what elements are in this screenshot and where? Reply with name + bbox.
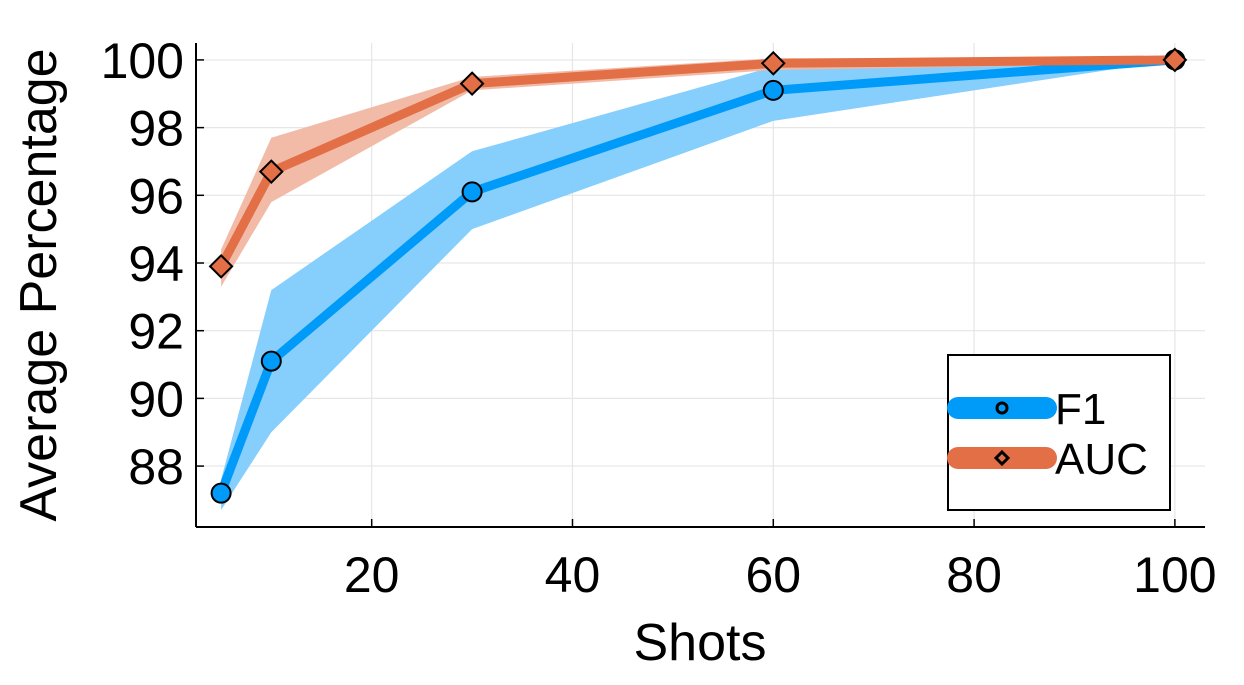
- y-tick-label: 90: [128, 371, 184, 427]
- f1-confidence-band: [221, 59, 1175, 511]
- f1-legend-label: F1: [1055, 385, 1106, 434]
- f1-data-point: [210, 482, 232, 504]
- y-tick-label: 98: [128, 101, 184, 157]
- x-tick-labels: 20 40 60 80 100: [344, 547, 1217, 603]
- f1-data-point: [260, 350, 282, 372]
- y-tick-label: 94: [128, 236, 184, 292]
- x-tick-label: 20: [344, 547, 400, 603]
- auc-legend-label: AUC: [1055, 435, 1148, 484]
- y-tick-label: 92: [128, 304, 184, 360]
- confidence-bands: [221, 58, 1175, 511]
- x-tick-label: 100: [1133, 547, 1216, 603]
- y-tick-label: 96: [128, 168, 184, 224]
- f1-legend-marker: [995, 401, 1009, 415]
- y-axis-title: Average Percentage: [10, 48, 68, 521]
- auc-legend-marker: [993, 449, 1011, 467]
- auc-data-point: [258, 159, 284, 185]
- x-axis-title: Shots: [634, 614, 767, 672]
- auc-data-point: [1162, 47, 1188, 73]
- y-tick-labels: 88 90 92 94 96 98 100: [101, 33, 184, 495]
- f1-data-point: [461, 181, 483, 203]
- y-tick-label: 100: [101, 33, 184, 89]
- y-tick-label: 88: [128, 439, 184, 495]
- series-markers: [208, 47, 1188, 504]
- auc-data-point: [760, 50, 786, 76]
- x-tick-label: 40: [545, 547, 601, 603]
- legend-box: [947, 354, 1171, 511]
- axes: [195, 43, 1205, 528]
- f1-data-point: [762, 79, 784, 101]
- x-tick-label: 80: [946, 547, 1002, 603]
- auc-data-point: [208, 253, 234, 279]
- auc-data-point: [459, 71, 485, 97]
- x-tick-label: 60: [745, 547, 801, 603]
